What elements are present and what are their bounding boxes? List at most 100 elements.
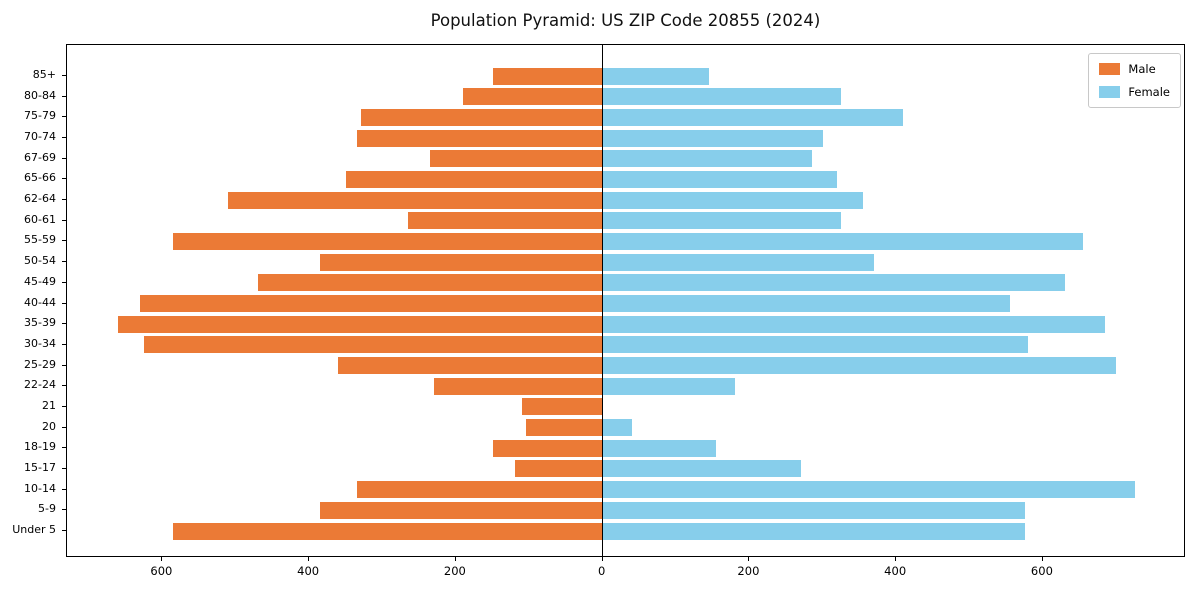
x-axis-label: 600 xyxy=(150,564,173,578)
female-bar xyxy=(602,108,904,126)
y-axis-label: Under 5 xyxy=(12,523,56,536)
y-axis-label: 50-54 xyxy=(24,254,56,268)
y-axis-label: 65-66 xyxy=(24,171,56,185)
y-tick xyxy=(62,219,66,221)
female-bar xyxy=(602,129,823,147)
y-tick xyxy=(62,488,66,490)
y-axis-label: 25-29 xyxy=(24,357,56,371)
female-bar xyxy=(602,253,875,271)
male-bar xyxy=(356,481,603,499)
male-bar xyxy=(144,336,603,354)
y-tick xyxy=(62,509,66,511)
male-bar xyxy=(492,439,603,457)
x-axis-label: 400 xyxy=(297,564,320,578)
y-axis-label: 67-69 xyxy=(24,150,56,164)
male-bar xyxy=(118,315,603,333)
y-axis-label: 21 xyxy=(42,398,56,412)
male-bar xyxy=(521,398,603,416)
y-tick xyxy=(62,343,66,345)
x-tick xyxy=(454,557,456,561)
x-tick xyxy=(161,557,163,561)
x-axis-label: 0 xyxy=(597,564,606,578)
y-tick xyxy=(62,447,66,449)
male-bar xyxy=(173,522,603,540)
legend: Male Female xyxy=(1088,53,1181,108)
male-bar xyxy=(408,212,603,230)
y-tick xyxy=(62,323,66,325)
female-bar xyxy=(602,191,864,209)
chart-title: Population Pyramid: US ZIP Code 20855 (2… xyxy=(430,11,821,30)
y-axis-label: 62-64 xyxy=(24,192,56,206)
female-bar xyxy=(602,170,838,188)
male-bar xyxy=(356,129,603,147)
y-axis-label: 20 xyxy=(42,419,56,433)
x-tick xyxy=(748,557,750,561)
legend-entry-male: Male xyxy=(1099,62,1170,76)
male-bar xyxy=(257,274,603,292)
y-axis-label: 15-17 xyxy=(24,460,56,474)
female-color-swatch xyxy=(1099,86,1121,98)
x-tick xyxy=(1041,557,1043,561)
y-tick xyxy=(62,302,66,304)
legend-label-male: Male xyxy=(1128,62,1156,76)
y-axis-label: 80-84 xyxy=(24,88,56,102)
y-tick xyxy=(62,75,66,76)
female-bar xyxy=(602,377,735,395)
x-tick xyxy=(308,557,310,561)
y-tick xyxy=(62,385,66,387)
male-bar xyxy=(525,419,603,437)
male-bar xyxy=(492,67,603,85)
x-axis-label: 600 xyxy=(1030,564,1053,578)
female-bar xyxy=(602,212,842,230)
y-axis-label: 40-44 xyxy=(24,295,56,309)
y-tick xyxy=(62,116,66,118)
female-bar xyxy=(602,522,1025,540)
y-tick xyxy=(62,157,66,159)
y-axis-label: 18-19 xyxy=(24,440,56,454)
plot-area xyxy=(66,44,1185,557)
x-axis-label: 200 xyxy=(443,564,466,578)
x-tick xyxy=(601,557,603,561)
y-axis-label: 70-74 xyxy=(24,130,56,144)
legend-label-female: Female xyxy=(1128,85,1170,99)
female-bar xyxy=(602,274,1065,292)
male-bar xyxy=(173,232,603,250)
y-tick xyxy=(62,530,66,531)
y-tick xyxy=(62,95,66,97)
y-tick xyxy=(62,364,66,366)
legend-entry-female: Female xyxy=(1099,85,1170,99)
y-axis-label: 45-49 xyxy=(24,274,56,288)
male-bar xyxy=(320,253,603,271)
y-tick xyxy=(62,426,66,428)
y-axis-label: 22-24 xyxy=(24,378,56,392)
female-bar xyxy=(602,88,842,106)
y-axis-label: 35-39 xyxy=(24,316,56,330)
female-bar xyxy=(602,295,1010,312)
male-bar xyxy=(320,501,603,519)
x-axis-label: 400 xyxy=(884,564,907,578)
female-bar xyxy=(602,336,1029,354)
zero-line xyxy=(601,45,604,556)
male-bar xyxy=(463,88,603,106)
y-tick xyxy=(62,178,66,180)
female-bar xyxy=(602,232,1084,250)
y-tick xyxy=(62,261,66,263)
y-tick xyxy=(62,199,66,201)
male-bar xyxy=(514,460,603,478)
y-axis-label: 10-14 xyxy=(24,481,56,495)
y-tick xyxy=(62,467,66,469)
female-bar xyxy=(602,357,1117,375)
male-bar xyxy=(360,108,603,126)
y-axis-label: 60-61 xyxy=(24,212,56,226)
male-bar xyxy=(140,295,603,312)
y-axis-label: 75-79 xyxy=(24,109,56,123)
male-bar xyxy=(430,150,603,168)
male-bar xyxy=(228,191,603,209)
female-bar xyxy=(602,150,812,168)
female-bar xyxy=(602,419,632,437)
y-tick xyxy=(62,281,66,283)
y-axis-label: 55-59 xyxy=(24,233,56,247)
x-tick xyxy=(895,557,897,561)
female-bar xyxy=(602,481,1135,499)
